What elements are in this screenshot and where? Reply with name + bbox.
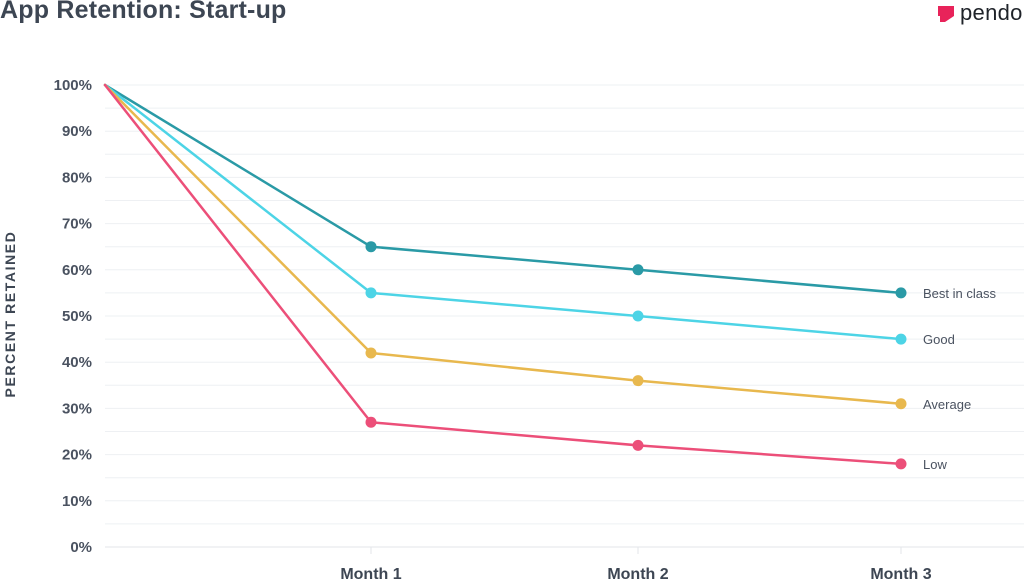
data-point [632, 375, 644, 387]
data-point [632, 264, 644, 276]
data-point [365, 347, 377, 359]
brand-name: pendo [960, 2, 1023, 25]
chart-grid [105, 84, 1024, 548]
series-line [103, 83, 903, 341]
series-group: Good [103, 83, 955, 347]
series-group: Best in class [103, 83, 996, 301]
y-tick-label: 40% [62, 354, 92, 371]
y-tick-label: 50% [62, 308, 92, 325]
series-group: Low [103, 83, 947, 472]
series-label: Average [923, 397, 971, 412]
data-point [365, 287, 377, 299]
x-axis-ticks: Month 1 Month 2 Month 3 [340, 547, 932, 580]
y-axis-label: PERCENT RETAINED [2, 231, 18, 398]
y-tick-label: 30% [62, 400, 92, 417]
y-tick-label: 60% [62, 262, 92, 279]
series-line [103, 83, 903, 295]
y-tick-label: 0% [70, 539, 92, 556]
data-point [895, 458, 907, 470]
data-point [895, 333, 907, 345]
series-line [103, 83, 903, 466]
pendo-logo-icon [938, 6, 954, 22]
y-tick-label: 70% [62, 216, 92, 233]
y-tick-label: 100% [54, 77, 92, 94]
series-label: Good [923, 332, 955, 347]
y-tick-label: 10% [62, 493, 92, 510]
x-tick-label: Month 3 [870, 566, 931, 580]
chart-series: Best in class Good Average Low [103, 83, 996, 472]
data-point [365, 241, 377, 253]
y-tick-label: 80% [62, 169, 92, 186]
series-group: Average [103, 83, 971, 412]
series-label: Low [923, 457, 947, 472]
y-tick-label: 20% [62, 447, 92, 464]
data-point [632, 310, 644, 322]
data-point [895, 287, 907, 299]
data-point [632, 439, 644, 451]
y-tick-label: 90% [62, 123, 92, 140]
series-line [103, 83, 903, 406]
x-tick-label: Month 2 [607, 566, 668, 580]
x-tick-label: Month 1 [340, 566, 401, 580]
y-axis-ticks: 0% 10% 20% 30% 40% 50% 60% 70% 80% 90% 100% [54, 77, 92, 556]
series-label: Best in class [923, 286, 996, 301]
data-point [365, 416, 377, 428]
brand-logo: pendo [934, 2, 1024, 30]
data-point [895, 398, 907, 410]
chart-title: App Retention: Start-up [0, 0, 287, 24]
